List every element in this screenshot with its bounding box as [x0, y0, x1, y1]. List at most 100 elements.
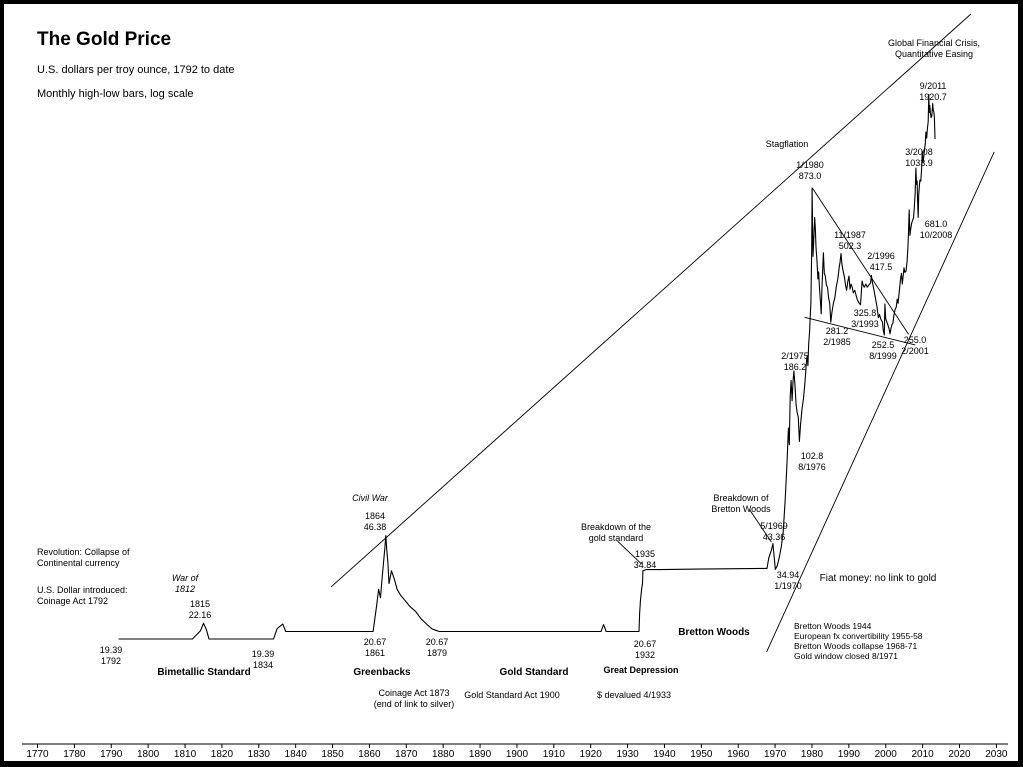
x-axis-label-1900: 1900	[505, 749, 529, 760]
value-2-2001: 255.0 2/2001	[901, 335, 929, 356]
coinage-act-1873-line-2: (end of link to silver)	[373, 698, 455, 709]
value-10-2008: 681.0 10/2008	[920, 219, 953, 240]
breakdown-gold-standard-line-1: Breakdown of the	[580, 522, 652, 532]
breakdown-bretton-woods: Breakdown of Bretton Woods	[711, 493, 770, 514]
value-3-1993-line-2: 3/1993	[851, 318, 879, 329]
stagflation-line-1: Stagflation	[765, 139, 809, 149]
x-axis-label-1910: 1910	[542, 749, 565, 760]
value-3-2008-line-1: 3/2008	[905, 147, 933, 157]
value-8-1999: 252.5 8/1999	[869, 340, 897, 361]
era-bimetallic-standard-line-1: Bimetallic Standard	[157, 667, 251, 678]
value-10-2008-line-1: 681.0	[924, 219, 948, 229]
secular-trendline-upper	[330, 13, 972, 588]
great-depression: Great Depression	[603, 665, 678, 676]
value-1815: 1815 22.16	[189, 599, 212, 620]
value-1792: 19.39 1792	[100, 645, 123, 666]
value-1-1980-line-2: 873.0	[798, 170, 822, 181]
x-axis-label-1780: 1780	[63, 749, 86, 760]
value-1932: 20.67 1932	[634, 639, 657, 660]
gfc-note: Global Financial Crisis, Quantitative Eas…	[888, 38, 980, 59]
era-greenbacks-line-1: Greenbacks	[353, 667, 411, 678]
x-axis-label-1770: 1770	[26, 749, 49, 760]
value-1879-line-1: 20.67	[425, 637, 449, 647]
coinage-act-1873-line-1: Coinage Act 1873	[378, 688, 450, 698]
value-1792-line-2: 1792	[100, 655, 122, 666]
x-axis-label-2000: 2000	[874, 749, 897, 760]
breakdown-bretton-woods-line-1: Breakdown of	[713, 493, 769, 503]
value-9-2011-line-1: 9/2011	[919, 81, 947, 91]
value-5-1969: 5/1969 43.36	[760, 521, 788, 542]
x-axis-label-1840: 1840	[284, 749, 307, 760]
value-1861-line-2: 1861	[364, 647, 386, 658]
revolution-note: Revolution: Collapse of Continental curre…	[37, 547, 130, 568]
revolution-note-line-1: Revolution: Collapse of	[37, 547, 130, 557]
value-1935: 1935 34.84	[634, 549, 657, 570]
value-3-2008-line-2: 1033.9	[905, 157, 933, 168]
x-axis-label-1790: 1790	[100, 749, 123, 760]
value-8-1999-line-1: 252.5	[871, 340, 895, 350]
era-greenbacks: Greenbacks	[353, 667, 410, 679]
value-1864-line-1: 1864	[364, 511, 386, 521]
bretton-woods-notes-line-1: Bretton Woods 1944	[794, 621, 872, 631]
value-2-1985: 281.2 2/1985	[823, 326, 851, 347]
value-1834-line-1: 19.39	[251, 649, 275, 659]
value-2-1996-line-1: 2/1996	[867, 251, 895, 261]
value-1879: 20.67 1879	[426, 637, 449, 658]
x-axis-label-1940: 1940	[653, 749, 676, 760]
war-of-1812-line-1: War of	[171, 573, 199, 583]
x-axis-label-2030: 2030	[985, 749, 1008, 760]
value-2-1985-line-2: 2/1985	[823, 336, 851, 347]
x-axis-label-1990: 1990	[837, 749, 860, 760]
value-1861: 20.67 1861	[364, 637, 387, 658]
value-2-1975: 2/1975 186.2	[781, 351, 809, 372]
x-axis-label-1800: 1800	[137, 749, 160, 760]
breakdown-gold-standard-line-2: gold standard	[588, 532, 644, 543]
bretton-woods-notes: Bretton Woods 1944 European fx convertibi…	[794, 621, 923, 661]
value-1-1980-line-1: 1/1980	[796, 160, 824, 170]
consolidation-trendline	[804, 316, 916, 346]
era-bretton-woods: Bretton Woods	[678, 627, 749, 639]
gold-standard-act-1900-line-1: Gold Standard Act 1900	[464, 690, 560, 700]
x-axis-label-1960: 1960	[727, 749, 750, 760]
bretton-woods-notes-line-3: Bretton Woods collapse 1968-71	[794, 641, 918, 652]
value-1-1970: 34.94 1/1970	[774, 570, 802, 591]
value-2-1996: 2/1996 417.5	[867, 251, 895, 272]
era-bimetallic-standard: Bimetallic Standard	[157, 667, 250, 679]
era-gold-standard-line-1: Gold Standard	[499, 667, 569, 678]
usd-introduced-note-line-2: Coinage Act 1792	[37, 595, 109, 606]
value-8-1976: 102.8 8/1976	[798, 451, 826, 472]
value-9-2011: 9/2011 1920.7	[919, 81, 947, 102]
value-8-1976-line-2: 8/1976	[798, 461, 826, 472]
stagflation: Stagflation	[766, 139, 809, 150]
value-1-1970-line-2: 1/1970	[774, 580, 802, 591]
value-3-1993: 325.8 3/1993	[851, 308, 879, 329]
gfc-note-line-1: Global Financial Crisis,	[887, 38, 981, 48]
value-1815-line-1: 1815	[189, 599, 211, 609]
value-2-1975-line-2: 186.2	[783, 361, 807, 372]
value-1792-line-1: 19.39	[99, 645, 123, 655]
era-bretton-woods-line-1: Bretton Woods	[678, 627, 750, 638]
chart-title: The Gold Price	[37, 29, 172, 50]
gfc-note-line-2: Quantitative Easing	[894, 48, 974, 59]
x-axis-label-2010: 2010	[911, 749, 934, 760]
x-axis-label-1870: 1870	[395, 749, 418, 760]
x-axis-label-1820: 1820	[210, 749, 234, 760]
value-3-1993-line-1: 325.8	[853, 308, 877, 318]
value-1864-line-2: 46.38	[363, 521, 387, 532]
era-gold-standard: Gold Standard	[500, 667, 569, 679]
value-1-1970-line-1: 34.94	[776, 570, 800, 580]
fiat-money-note: Fiat money: no link to gold	[820, 573, 937, 585]
x-axis-label-1810: 1810	[173, 749, 197, 760]
x-axis-label-1860: 1860	[358, 749, 381, 760]
chart-subtitle-units: U.S. dollars per troy ounce, 1792 to dat…	[37, 64, 235, 76]
value-2-2001-line-1: 255.0	[903, 335, 927, 345]
usd-introduced-note-line-1: U.S. Dollar introduced:	[37, 585, 128, 595]
value-11-1987: 11/1987 502.3	[834, 230, 866, 251]
value-2-1975-line-1: 2/1975	[781, 351, 809, 361]
x-axis-label-1850: 1850	[321, 749, 344, 760]
value-1834-line-2: 1834	[252, 659, 274, 670]
value-1834: 19.39 1834	[252, 649, 275, 670]
value-1864: 1864 46.38	[364, 511, 387, 532]
breakdown-gold-standard: Breakdown of the gold standard	[581, 522, 651, 543]
value-8-1999-line-2: 8/1999	[869, 350, 897, 361]
